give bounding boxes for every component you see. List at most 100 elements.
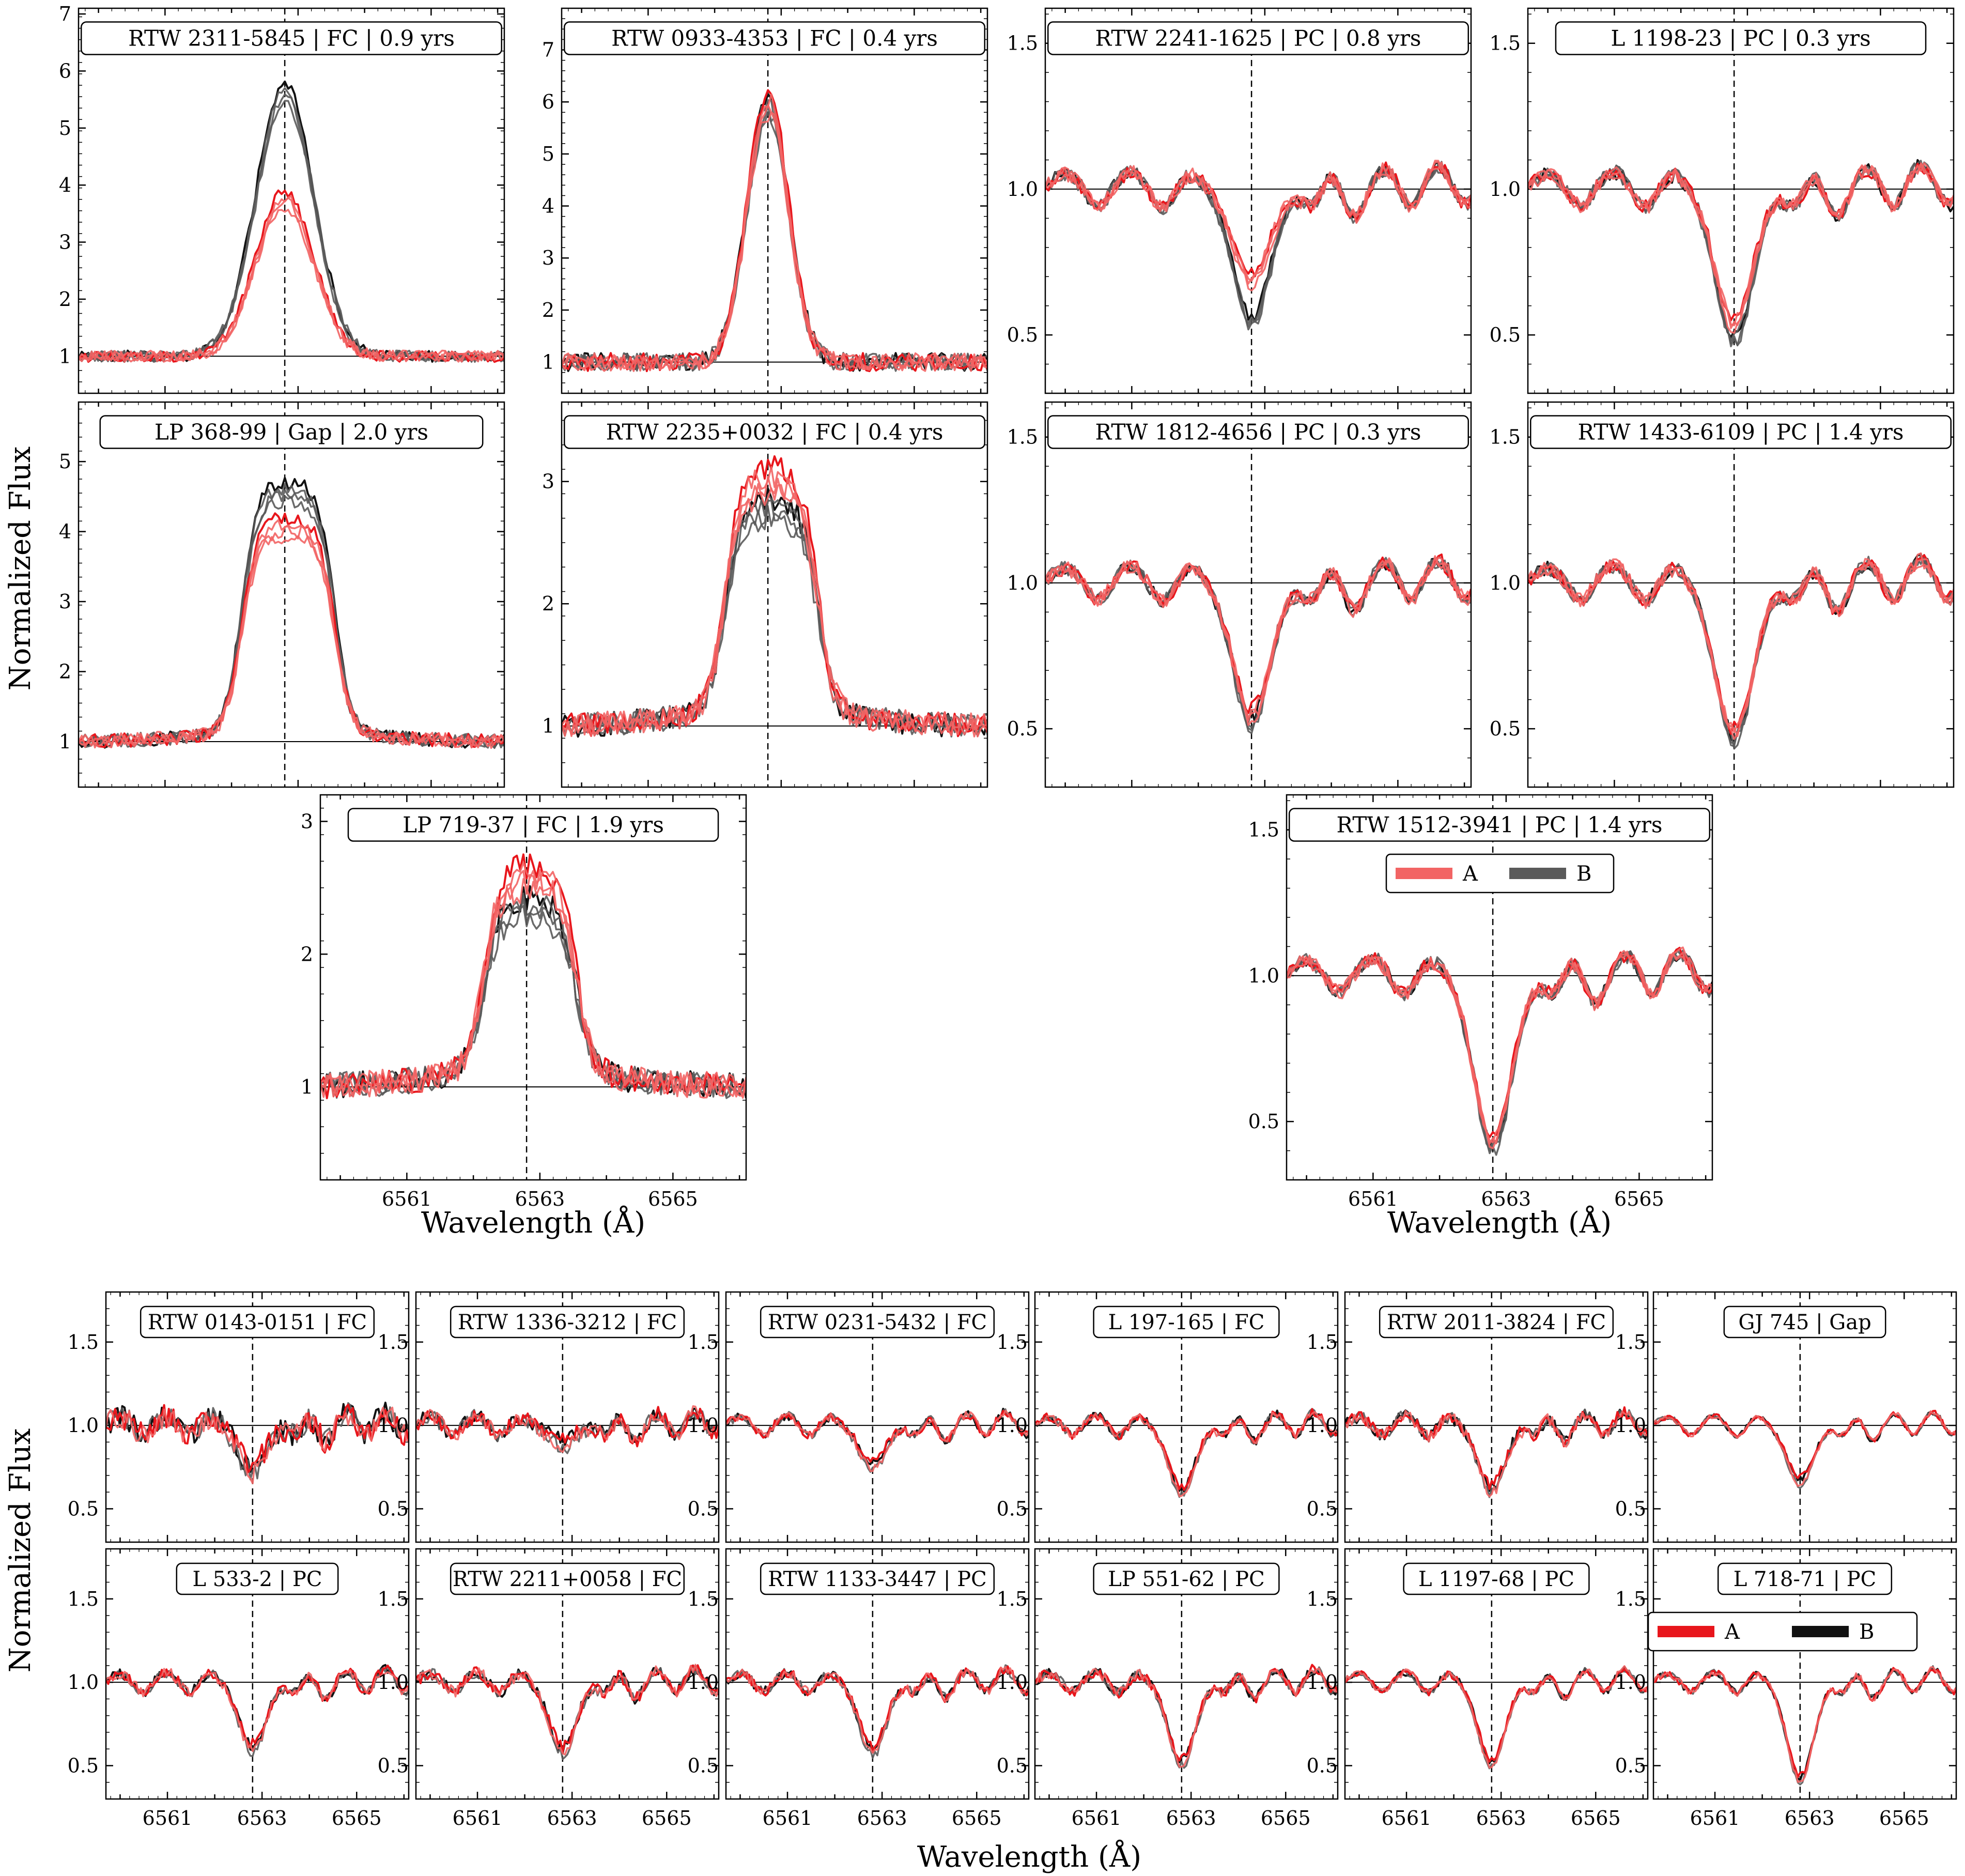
axes-frame xyxy=(561,401,988,788)
series-A xyxy=(320,869,746,1099)
series-A xyxy=(79,189,504,363)
panel-label: RTW 2235+0032 | FC | 0.4 yrs xyxy=(606,420,943,445)
series-A xyxy=(1528,554,1954,735)
series-A xyxy=(1035,1667,1338,1768)
ytick-label: 0.5 xyxy=(1248,1110,1279,1133)
ytick-label: 1.5 xyxy=(1490,426,1521,449)
ytick-label: 1.0 xyxy=(1007,178,1038,201)
panel-label: L 533-2 | PC xyxy=(192,1567,322,1591)
panel-label-box xyxy=(450,1305,685,1339)
series-A xyxy=(726,1665,1029,1752)
panel-label: RTW 2241-1625 | PC | 0.8 yrs xyxy=(1095,26,1421,51)
series-A xyxy=(1528,163,1954,321)
series-A xyxy=(562,104,987,372)
series-A xyxy=(1035,1411,1338,1497)
ytick-label: 1 xyxy=(59,345,71,367)
series-B xyxy=(562,99,987,372)
series-A xyxy=(1035,1664,1338,1762)
series-A xyxy=(79,195,504,363)
series-A xyxy=(1045,161,1471,291)
panel-q9: 0.5 1.0 1.5 6561 6563 6565 RTW 1133-3447 | PC xyxy=(688,1548,1030,1829)
series-A xyxy=(562,483,987,737)
panel-label-box xyxy=(1288,808,1711,842)
series-A xyxy=(320,853,746,1099)
panel-p4: 0.5 1.0 1.5 L 1198-23 | PC | 0.3 yrs xyxy=(1490,7,1955,394)
panel-label-box xyxy=(99,415,484,449)
series-A xyxy=(1045,557,1471,726)
curves xyxy=(1045,402,1471,787)
series-A xyxy=(1345,1665,1648,1769)
ytick-label: 1.0 xyxy=(1007,572,1038,594)
series-A xyxy=(1035,1408,1338,1491)
ytick-label: 1.0 xyxy=(1248,964,1279,987)
axes-frame xyxy=(78,7,505,394)
panel-label-box xyxy=(563,21,986,55)
ytick-label: 0.5 xyxy=(1615,1754,1646,1777)
axes-frame xyxy=(78,401,505,788)
series-A xyxy=(1045,161,1471,285)
ytick-label: 4 xyxy=(59,520,71,543)
series-B xyxy=(106,1402,409,1481)
panel-label: RTW 0231-5432 | FC xyxy=(768,1311,987,1334)
panel-label: L 197-165 | FC xyxy=(1108,1311,1265,1334)
ytick-label: 1.5 xyxy=(378,1331,409,1354)
ytick-label: 6 xyxy=(542,90,554,113)
series-A xyxy=(79,197,504,363)
panel-q8: 0.5 1.0 1.5 6561 6563 6565 RTW 2211+0058 | FC xyxy=(378,1548,720,1829)
ytick-label: 3 xyxy=(59,231,71,254)
panel-label-box xyxy=(1723,1305,1886,1339)
panel-label-box xyxy=(450,1562,685,1595)
series-B xyxy=(320,905,746,1097)
ytick-label: 3 xyxy=(542,247,554,269)
ytick-label: 1.5 xyxy=(1248,819,1279,841)
ytick-label: 1 xyxy=(59,730,71,753)
ytick-label: 0.5 xyxy=(997,1497,1028,1520)
axes-frame xyxy=(105,1291,410,1543)
panel-label-box xyxy=(1403,1562,1590,1595)
axes-frame xyxy=(415,1291,720,1543)
panel-label-box xyxy=(1529,415,1952,449)
panel-p3: 0.5 1.0 1.5 RTW 2241-1625 | PC | 0.8 yrs xyxy=(1007,7,1472,394)
ytick-label: 0.5 xyxy=(1007,324,1038,346)
panel-label-box xyxy=(1093,1562,1280,1595)
axes-frame xyxy=(319,794,747,1181)
panel-label: LP 719-37 | FC | 1.9 yrs xyxy=(403,812,664,838)
series-A xyxy=(106,1665,409,1749)
panel-p5: 1 2 3 4 5 LP 368-99 | Gap | 2.0 yrs xyxy=(59,401,505,788)
curves xyxy=(1528,8,1954,393)
panel-label: RTW 2011-3824 | FC xyxy=(1387,1311,1606,1334)
xtick-label: 6565 xyxy=(952,1807,1002,1829)
panel-p7: 0.5 1.0 1.5 RTW 1812-4656 | PC | 0.3 yrs xyxy=(1007,401,1472,788)
curves xyxy=(1287,795,1712,1180)
ytick-label: 1.0 xyxy=(688,1671,719,1694)
xtick-label: 6563 xyxy=(1481,1188,1531,1210)
axes-frame xyxy=(725,1548,1030,1800)
ytick-label: 0.5 xyxy=(68,1754,99,1777)
series-A xyxy=(416,1405,719,1453)
panel-label-box xyxy=(1717,1562,1893,1595)
ytick-label: 1 xyxy=(542,715,554,737)
panel-label-box xyxy=(760,1562,995,1595)
series-A xyxy=(79,519,504,748)
series-A xyxy=(79,209,504,363)
ytick-label: 1 xyxy=(301,1075,313,1098)
xlabel-bottom: Wavelength (Å) xyxy=(917,1839,1141,1874)
series-B xyxy=(562,487,987,738)
curves xyxy=(1653,1292,1956,1542)
ytick-label: 1.5 xyxy=(68,1588,99,1610)
series-B xyxy=(79,87,504,363)
legend-label-A: A xyxy=(1462,862,1478,886)
series-A xyxy=(416,1664,719,1754)
series-B xyxy=(1653,1411,1956,1482)
axes-frame xyxy=(105,1548,410,1800)
series-A xyxy=(1345,1406,1648,1490)
series-A xyxy=(79,525,504,749)
series-A xyxy=(1045,160,1471,282)
xtick-label: 6563 xyxy=(515,1188,565,1210)
legend-label-B: B xyxy=(1576,862,1591,886)
ytick-label: 1.5 xyxy=(68,1331,99,1354)
series-B xyxy=(79,80,504,363)
ytick-label: 0.5 xyxy=(378,1754,409,1777)
curves xyxy=(106,1549,409,1799)
curves xyxy=(562,8,987,393)
